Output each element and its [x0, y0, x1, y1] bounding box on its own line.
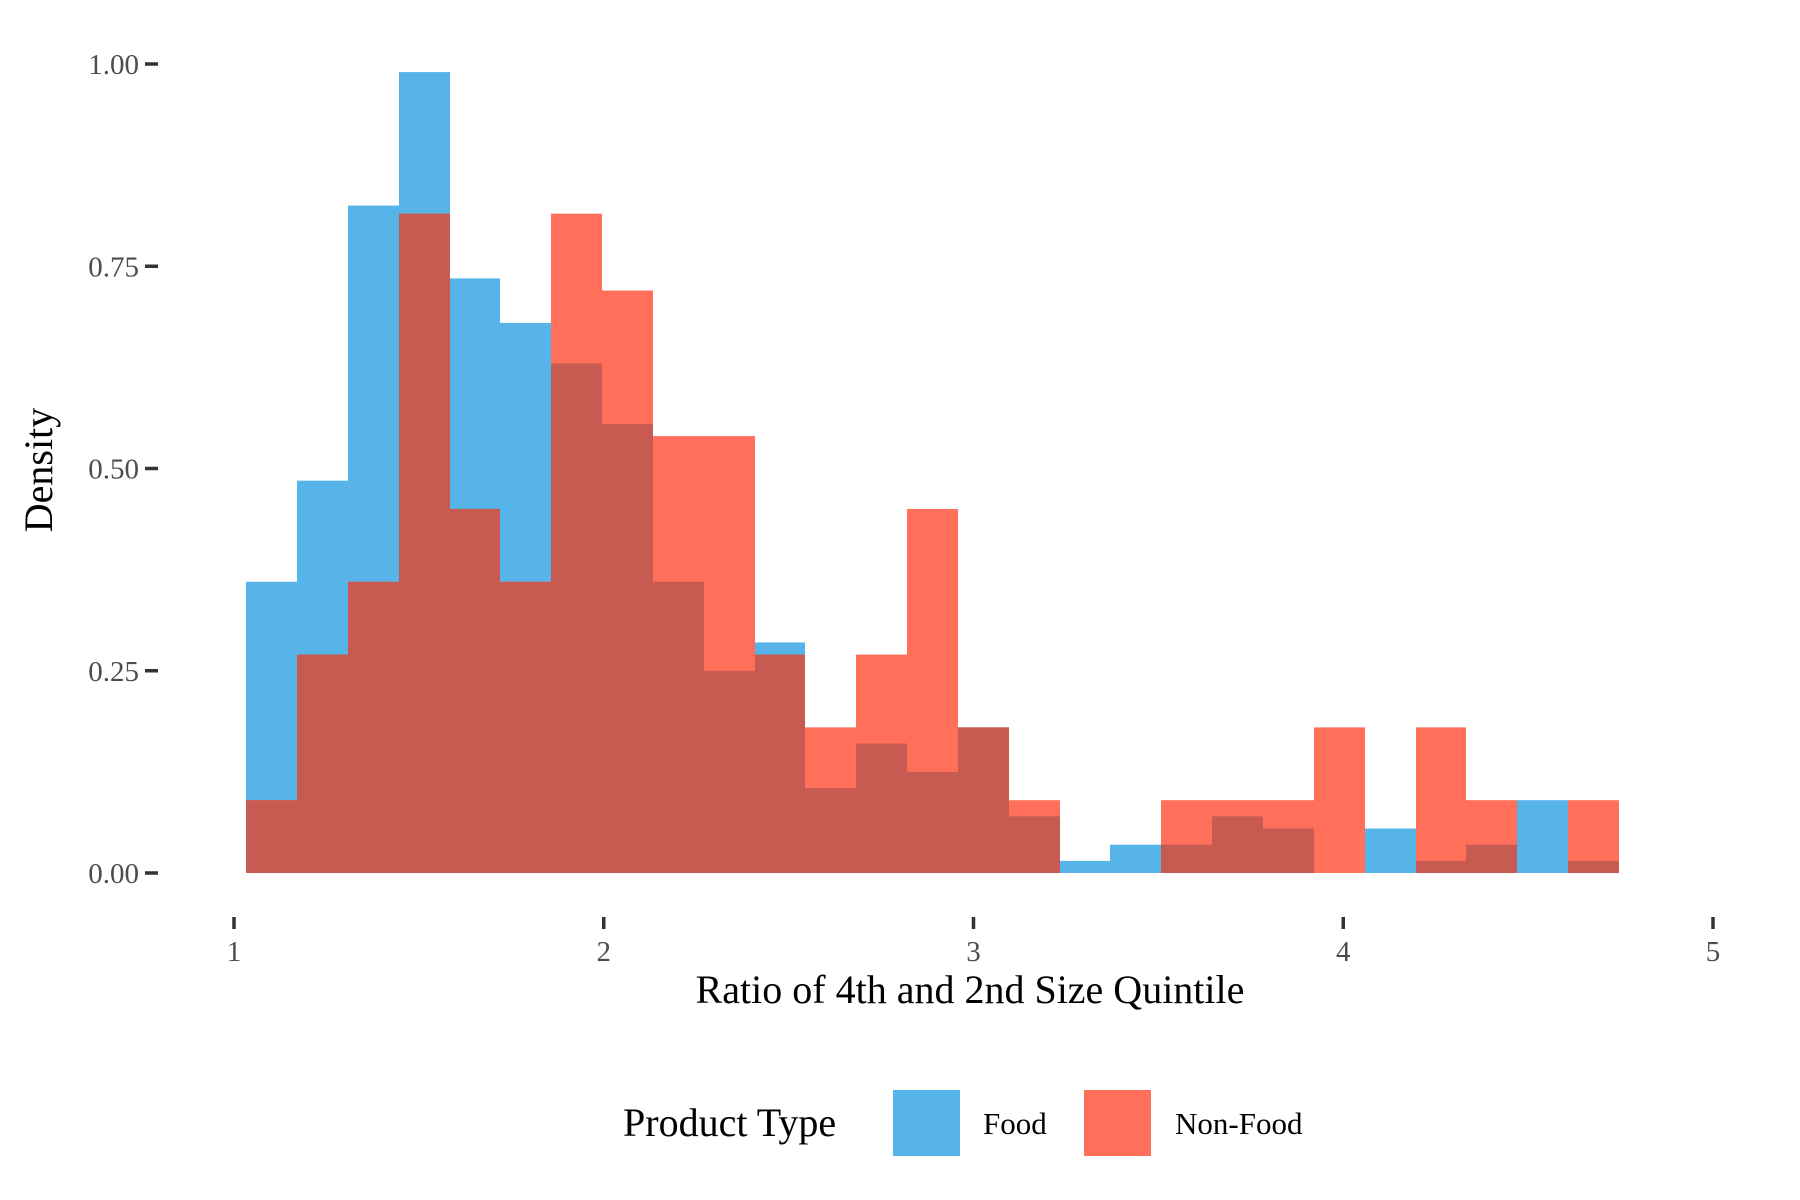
overlap-bar-2: [297, 654, 348, 873]
overlap-bar-7: [551, 363, 602, 873]
non-food-bar-24: [1416, 727, 1466, 873]
overlap-region: [246, 213, 1619, 874]
x-tick-label: 5: [1706, 936, 1721, 968]
overlap-bar-15: [958, 727, 1009, 873]
non-food-bar-22: [1314, 727, 1365, 873]
x-tick-label: 4: [1336, 936, 1351, 968]
legend-swatch-food: [893, 1090, 960, 1156]
food-bar-23: [1365, 828, 1416, 873]
overlap-bar-9: [653, 581, 704, 873]
x-tick-label: 2: [597, 936, 612, 968]
overlap-bar-11: [755, 654, 805, 873]
overlap-bar-1: [246, 800, 297, 873]
legend: Product Type Food Non-Food: [623, 1090, 1303, 1156]
food-bar-26: [1517, 800, 1568, 873]
overlap-bar-13: [856, 743, 907, 873]
y-tick-label: 1.00: [88, 49, 139, 81]
overlap-bar-10: [704, 670, 755, 873]
overlap-bar-25: [1466, 844, 1517, 873]
overlap-bar-3: [348, 581, 399, 873]
x-axis: 1 2 3 4 5: [227, 917, 1721, 968]
x-tick-label: 1: [227, 936, 242, 968]
legend-label-non-food: Non-Food: [1175, 1106, 1303, 1141]
food-bar-17: [1060, 860, 1110, 873]
legend-label-food: Food: [983, 1106, 1047, 1141]
y-axis-title: Density: [16, 408, 61, 532]
x-axis-title: Ratio of 4th and 2nd Size Quintile: [696, 967, 1245, 1012]
y-axis: 0.00 0.25 0.50 0.75 1.00: [88, 49, 158, 890]
overlap-bar-27: [1568, 860, 1619, 873]
y-tick-label: 0.00: [88, 858, 139, 890]
overlap-bar-14: [907, 771, 958, 873]
overlap-bar-4: [399, 213, 450, 874]
x-tick-label: 3: [966, 936, 981, 968]
legend-swatch-non-food: [1084, 1090, 1151, 1156]
overlap-bar-8: [602, 424, 653, 873]
overlap-bar-21: [1263, 828, 1314, 873]
overlap-bar-12: [805, 788, 856, 873]
overlap-bar-6: [500, 581, 551, 873]
y-tick-label: 0.50: [88, 454, 139, 486]
food-bar-18: [1110, 844, 1161, 873]
overlap-bar-19: [1161, 844, 1212, 873]
overlap-bar-24: [1416, 860, 1466, 873]
legend-title: Product Type: [623, 1100, 836, 1145]
overlap-bar-5: [450, 508, 500, 873]
y-tick-label: 0.25: [88, 656, 139, 688]
overlap-bar-20: [1212, 816, 1263, 873]
y-tick-label: 0.75: [88, 251, 139, 283]
overlap-bar-16: [1009, 816, 1060, 873]
